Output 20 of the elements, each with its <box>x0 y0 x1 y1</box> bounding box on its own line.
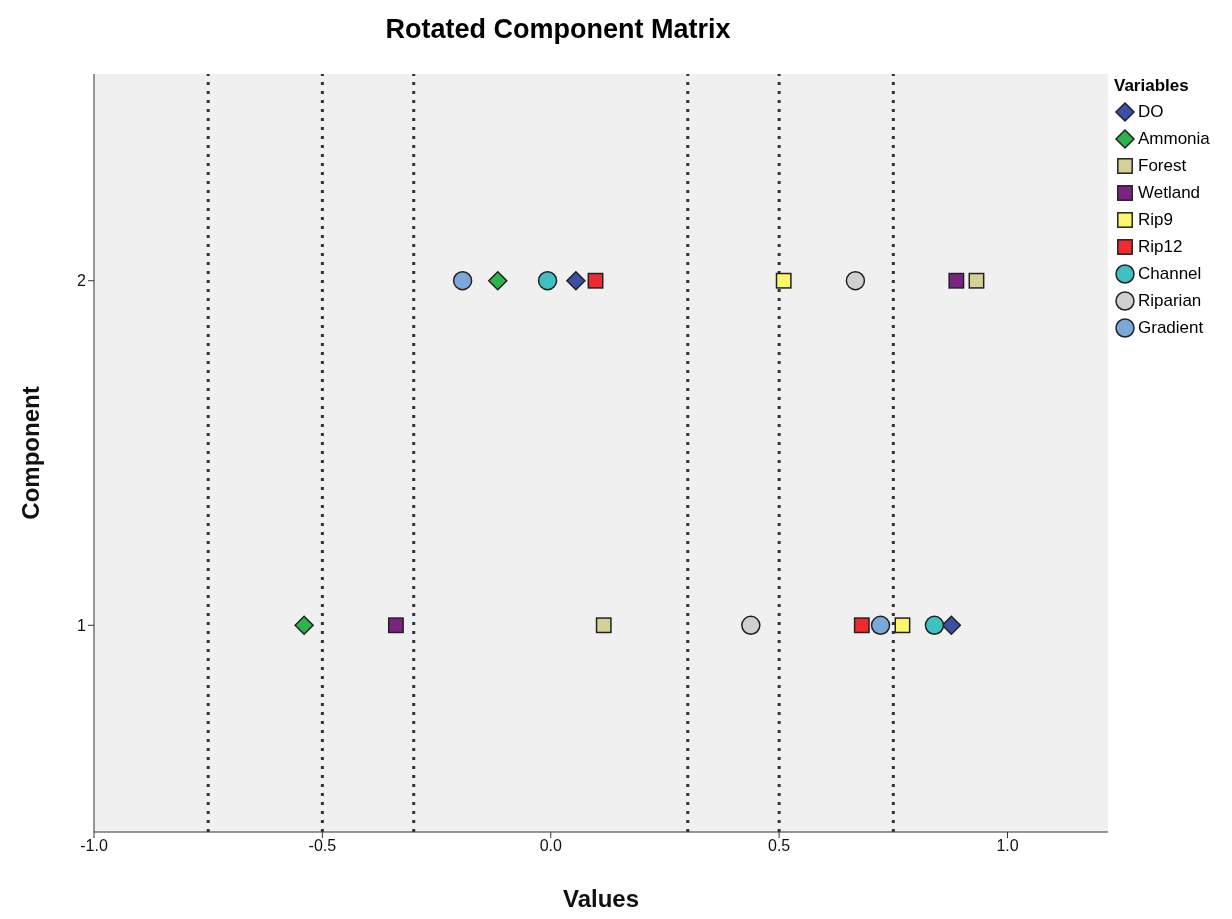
legend-label: Rip9 <box>1138 209 1173 230</box>
x-tick-label: 0.5 <box>768 837 791 855</box>
y-axis-title: Component <box>16 386 44 520</box>
legend-title: Variables <box>1114 76 1190 96</box>
x-axis-title: Values <box>562 885 640 912</box>
y-tick-label: 1 <box>77 616 87 634</box>
legend-label: Forest <box>1138 155 1187 176</box>
legend-label: Ammonia <box>1138 128 1210 149</box>
legend-label: Riparian <box>1138 290 1202 311</box>
y-tick-label: 2 <box>77 272 87 290</box>
legend-label: DO <box>1138 101 1164 122</box>
legend-label: Gradient <box>1138 317 1204 338</box>
legend-label: Channel <box>1138 263 1202 284</box>
x-tick-label: -1.0 <box>80 837 108 855</box>
legend-label: Wetland <box>1138 182 1201 203</box>
x-tick-label: -0.5 <box>308 837 337 855</box>
chart-title: Rotated Component Matrix <box>384 13 732 46</box>
x-tick-label: 1.0 <box>996 837 1019 855</box>
legend-label: Rip12 <box>1138 236 1183 257</box>
x-tick-label: 0.0 <box>539 837 562 855</box>
